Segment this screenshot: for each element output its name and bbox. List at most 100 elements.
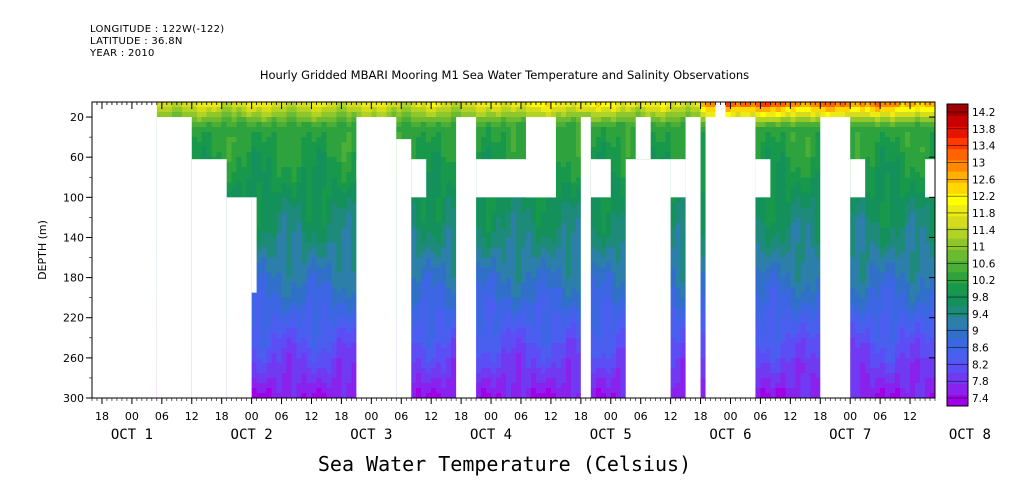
data-gap [580, 117, 591, 399]
colorbar-swatch [947, 282, 968, 295]
colorbar-swatch [947, 182, 968, 194]
x-tick-label: 00 [125, 410, 139, 423]
data-gap [191, 159, 227, 398]
latitude-label: LATITUDE : 36.8N [90, 36, 183, 47]
x-tick-label: 12 [664, 410, 678, 423]
colorbar-label: 9.4 [972, 309, 989, 321]
x-day-label: OCT 2 [231, 427, 273, 443]
data-gap [925, 159, 935, 198]
x-day-label: OCT 6 [709, 427, 751, 443]
colorbar-swatch [947, 148, 968, 161]
data-gap [92, 102, 157, 398]
data-gap [411, 159, 427, 198]
colorbar-label: 14.2 [972, 107, 995, 119]
colorbar-label: 13 [972, 157, 985, 169]
colorbar-label: 7.8 [972, 376, 989, 388]
colorbar-swatch [947, 137, 968, 150]
data-gap [456, 117, 477, 399]
colorbar-swatch [947, 372, 968, 385]
data-gap [356, 117, 397, 399]
colorbar-swatch [947, 350, 968, 362]
x-tick-label: 18 [334, 410, 348, 423]
colorbar-label: 10.2 [972, 275, 995, 287]
colorbar-label: 13.8 [972, 124, 995, 136]
x-tick-label: 12 [424, 410, 438, 423]
x-tick-label: 06 [394, 410, 408, 423]
x-tick-label: 18 [813, 410, 827, 423]
colorbar-swatch [947, 104, 968, 116]
colorbar-label: 8.2 [972, 359, 989, 371]
data-gap [625, 159, 671, 398]
colorbar-swatch [947, 361, 968, 373]
colorbar-swatch [947, 171, 968, 183]
colorbar-label: 12.6 [972, 174, 996, 186]
colorbar-swatch [947, 338, 968, 351]
x-tick-label: 18 [694, 410, 708, 423]
colorbar-label: 9 [972, 326, 979, 338]
data-gap [635, 117, 651, 160]
year-label: YEAR : 2010 [90, 48, 155, 59]
x-tick-label: 06 [155, 410, 169, 423]
colorbar-swatch [947, 249, 968, 262]
x-tick-label: 06 [753, 410, 767, 423]
data-gap [755, 159, 771, 198]
data-gap [820, 117, 851, 399]
colorbar-label: 7.4 [972, 393, 989, 405]
x-day-label: OCT 7 [829, 427, 871, 443]
colorbar-label: 11.4 [972, 225, 996, 237]
colorbar-swatch [947, 115, 968, 127]
colorbar-label: 12.2 [972, 191, 995, 203]
x-tick-label: 06 [514, 410, 528, 423]
chart-title: Hourly Gridded MBARI Mooring M1 Sea Wate… [259, 68, 750, 82]
colorbar-label: 9.8 [972, 292, 989, 304]
plot-frame [91, 101, 936, 399]
x-day-label: OCT 8 [949, 427, 991, 443]
data-gap [251, 197, 257, 293]
x-tick-label: 06 [275, 410, 289, 423]
x-tick-label: 12 [544, 410, 558, 423]
colorbar-swatch [947, 316, 968, 329]
x-day-label: OCT 3 [350, 427, 392, 443]
data-gap [356, 159, 362, 180]
y-tick-label: 260 [63, 352, 84, 365]
colorbar-swatch [947, 126, 968, 139]
colorbar-swatch [947, 159, 968, 172]
colorbar-label: 11 [972, 242, 985, 254]
y-tick-label: 180 [63, 272, 84, 285]
colorbar-swatch [947, 260, 968, 273]
colorbar-label: 10.6 [972, 258, 996, 270]
data-gap [715, 102, 726, 118]
colorbar-frame [946, 103, 969, 407]
x-tick-label: 00 [484, 410, 498, 423]
data-gap [156, 117, 192, 399]
x-tick-label: 18 [95, 410, 109, 423]
colorbar-swatch [947, 215, 968, 228]
y-axis-label: DEPTH (m) [36, 220, 49, 280]
chart-subtitle: Sea Water Temperature (Celsius) [317, 452, 692, 476]
data-gap [685, 117, 701, 399]
x-tick-label: 00 [604, 410, 618, 423]
colorbar-swatch [947, 227, 968, 239]
longitude-label: LONGITUDE : 122W(-122) [90, 24, 225, 35]
x-tick-label: 00 [245, 410, 259, 423]
x-tick-label: 18 [215, 410, 229, 423]
colorbar-swatch [947, 305, 968, 318]
x-tick-label: 12 [903, 410, 917, 423]
x-tick-label: 00 [364, 410, 378, 423]
colorbar-swatch [947, 204, 968, 217]
colorbar-label: 11.8 [972, 208, 995, 220]
colorbar-swatch [947, 383, 968, 396]
x-tick-label: 12 [783, 410, 797, 423]
colorbar-swatch [947, 327, 968, 340]
data-gap [705, 117, 756, 399]
x-tick-label: 18 [454, 410, 468, 423]
y-tick-label: 140 [63, 231, 84, 244]
colorbar-label: 8.6 [972, 343, 989, 355]
colorbar-swatch [947, 294, 968, 306]
colorbar-swatch [947, 193, 968, 206]
x-tick-label: 18 [574, 410, 588, 423]
data-gap [525, 117, 556, 198]
x-day-label: OCT 1 [111, 427, 153, 443]
